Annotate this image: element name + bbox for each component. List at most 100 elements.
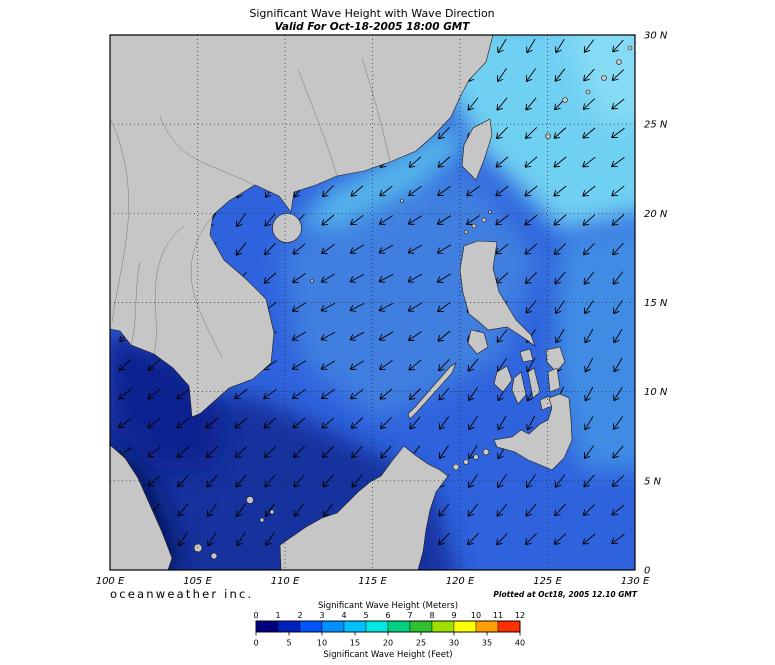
wave-arrow: [553, 185, 567, 197]
legend-feet-ticks: 0 5 10 15 20 25 30 35 40: [253, 632, 525, 648]
wave-arrow: [292, 243, 306, 255]
wave-arrow: [582, 214, 596, 226]
lon-axis-label: 120 E: [446, 576, 475, 587]
wave-arrow: [292, 389, 306, 400]
wave-arrow: [437, 185, 451, 197]
wave-arrow: [525, 503, 537, 517]
wave-arrow: [321, 214, 335, 226]
land-luzon: [459, 240, 536, 347]
wave-arrow: [496, 503, 508, 517]
meters-tick-label: 9: [451, 611, 456, 620]
land-mindoro: [467, 329, 489, 355]
meters-tick-label: 12: [515, 611, 525, 620]
land-malay-sumatra: [110, 444, 173, 570]
longitude-axis: 100 E 105 E 110 E 115 E 120 E 125 E 130 E: [96, 576, 650, 587]
wave-arrow: [526, 415, 536, 431]
wave-arrow: [553, 243, 567, 256]
wave-arrow: [583, 271, 595, 285]
wave-arrow: [292, 446, 305, 459]
wave-arrow: [437, 359, 450, 372]
wave-arrow: [524, 185, 538, 197]
land-masbate: [519, 348, 534, 363]
wave-arrow: [408, 185, 422, 197]
country-borders: [110, 57, 391, 359]
wave-arrow: [380, 445, 392, 459]
land-leyte: [547, 367, 561, 393]
lon-axis-label: 125 E: [533, 576, 562, 587]
feet-tick-label: 25: [416, 639, 426, 648]
wave-arrow: [407, 302, 423, 312]
feet-tick-label: 40: [515, 639, 525, 648]
lat-axis-label: 5 N: [644, 476, 662, 487]
wave-arrow: [611, 185, 625, 197]
legend-colorbar: [255, 620, 521, 633]
land-palawan: [407, 362, 457, 420]
wave-arrow: [584, 386, 594, 402]
wave-arrow: [378, 244, 394, 254]
wave-arrow: [291, 331, 307, 341]
lat-axis-label: 30 N: [644, 31, 668, 42]
wave-arrow: [524, 533, 537, 546]
oceanweather-branding: oceanweather inc.: [110, 587, 253, 601]
wave-arrow: [554, 300, 565, 314]
colorbar-segment: [475, 620, 499, 633]
wave-arrow: [497, 68, 507, 83]
lat-axis-label: 10 N: [644, 387, 668, 398]
wave-arrow: [264, 503, 276, 517]
wave-arrow: [526, 38, 536, 54]
wave-arrow: [236, 531, 246, 547]
wave-arrow: [496, 97, 508, 111]
lat-axis-label: 20 N: [644, 209, 668, 220]
wave-arrow: [438, 503, 450, 517]
wave-arrow: [291, 302, 307, 312]
wave-arrow: [408, 156, 422, 168]
wave-arrow: [349, 302, 365, 312]
wave-arrow: [264, 213, 276, 227]
landmass-layer: [110, 35, 633, 570]
wave-arrow: [553, 127, 567, 139]
wave-arrow: [582, 185, 596, 197]
land-samar: [545, 346, 566, 373]
wave-arrow: [407, 331, 422, 341]
colorbar-segment: [453, 620, 477, 633]
wave-arrow: [349, 244, 365, 254]
wave-arrow: [583, 39, 595, 53]
meters-tick-label: 11: [493, 611, 503, 620]
wave-arrow: [235, 242, 247, 256]
wave-arrow: [497, 415, 507, 431]
lon-axis-label: 130 E: [621, 576, 650, 587]
wave-arrow: [437, 156, 451, 168]
wave-arrow: [264, 242, 276, 256]
wave-arrow: [235, 503, 246, 517]
wave-arrow: [205, 417, 219, 429]
wave-arrow: [437, 302, 451, 313]
wave-arrow: [177, 503, 189, 517]
wave-arrow: [351, 474, 363, 488]
wave-arrow: [584, 357, 594, 373]
wave-arrow: [349, 331, 365, 341]
feet-tick-label: 20: [383, 639, 393, 648]
meters-tick-label: 6: [385, 611, 390, 620]
wave-arrow: [407, 244, 423, 254]
colorbar-segment: [255, 620, 279, 633]
feet-tick-label: 0: [253, 639, 258, 648]
wave-arrow: [584, 415, 594, 431]
wave-arrow: [320, 273, 336, 283]
wave-arrow: [496, 329, 508, 343]
colorbar-segment: [321, 620, 345, 633]
meters-tick-label: 7: [407, 611, 412, 620]
wave-arrow: [176, 417, 190, 429]
latitude-axis: 0 5 N 10 N 15 N 20 N 25 N 30 N: [644, 31, 668, 577]
wave-arrow: [291, 360, 307, 370]
wave-arrow: [206, 503, 218, 517]
feet-tick-label: 10: [317, 639, 327, 648]
small-islands: [193, 45, 633, 560]
wave-arrow: [322, 474, 334, 488]
legend-meters-label: Significant Wave Height (Meters): [318, 601, 458, 611]
wave-arrow: [612, 445, 624, 459]
wave-arrow: [234, 388, 248, 400]
wave-arrow: [321, 244, 335, 255]
wave-arrow: [555, 328, 565, 344]
